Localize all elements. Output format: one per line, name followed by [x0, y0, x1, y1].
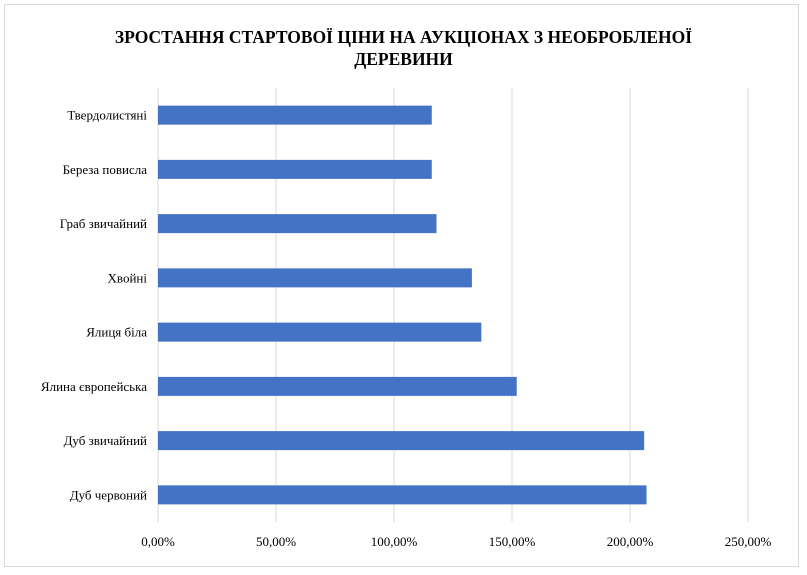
category-label: Дуб червоний — [70, 487, 147, 502]
x-tick-label: 100,00% — [371, 534, 418, 549]
category-labels: Твердолистяні Береза повисла Граб звичайни… — [41, 108, 147, 503]
category-label: Ялина європейська — [41, 379, 147, 394]
bars — [158, 105, 647, 505]
gridlines — [157, 88, 749, 522]
chart-title-line-1: ЗРОСТАННЯ СТАРТОВОЇ ЦІНИ НА АУКЦІОНАХ З … — [114, 27, 693, 47]
x-tick-label: 0,00% — [141, 534, 175, 549]
bar — [158, 214, 437, 234]
bar — [158, 431, 645, 451]
x-tick-labels: 0,00% 50,00% 100,00% 150,00% 200,00% 250,00% — [141, 534, 771, 549]
category-label: Твердолистяні — [67, 108, 147, 123]
category-label: Дуб звичайний — [64, 433, 147, 448]
x-tick-label: 150,00% — [489, 534, 536, 549]
chart-title-line-2: ДЕРЕВИНИ — [354, 49, 453, 69]
x-tick-label: 50,00% — [256, 534, 296, 549]
chart-title: ЗРОСТАННЯ СТАРТОВОЇ ЦІНИ НА АУКЦІОНАХ З … — [0, 26, 807, 70]
category-label: Граб звичайний — [60, 216, 147, 231]
bar — [158, 159, 432, 179]
bar — [158, 485, 647, 505]
bar — [158, 105, 432, 125]
category-label: Береза повисла — [63, 162, 148, 177]
category-label: Ялиця біла — [86, 325, 147, 340]
bar — [158, 268, 472, 288]
x-tick-label: 200,00% — [607, 534, 654, 549]
category-label: Хвойні — [108, 270, 148, 285]
x-tick-label: 250,00% — [725, 534, 772, 549]
bar — [158, 322, 482, 342]
bar — [158, 376, 517, 396]
